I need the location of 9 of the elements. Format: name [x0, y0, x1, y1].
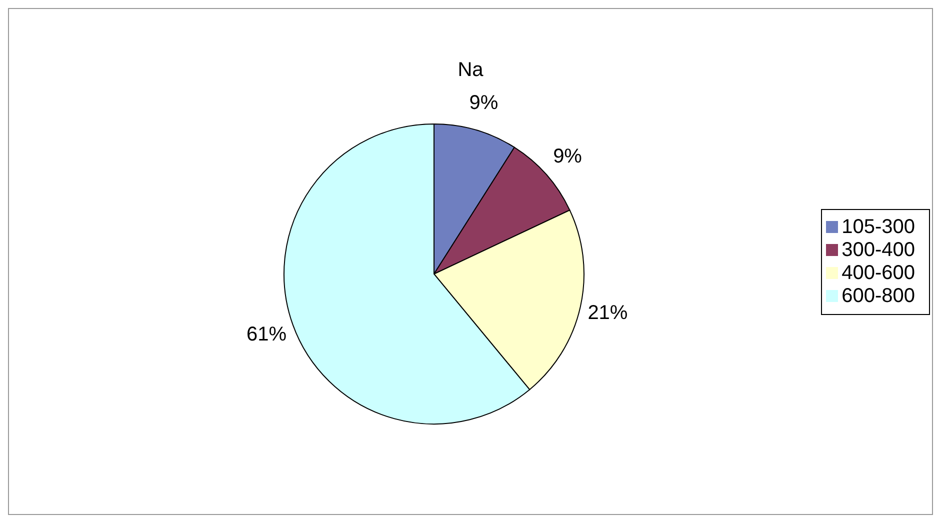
data-label: 61%: [246, 323, 287, 346]
data-label: 21%: [588, 302, 628, 324]
data-label: 9%: [553, 145, 582, 168]
legend-label: 300-400: [842, 238, 915, 260]
legend-label: 400-600: [842, 262, 915, 284]
data-label: 9%: [469, 92, 498, 114]
chart-title: Na: [456, 59, 484, 82]
legend-label: 105-300: [842, 216, 915, 238]
legend-label: 600-800: [842, 284, 915, 306]
